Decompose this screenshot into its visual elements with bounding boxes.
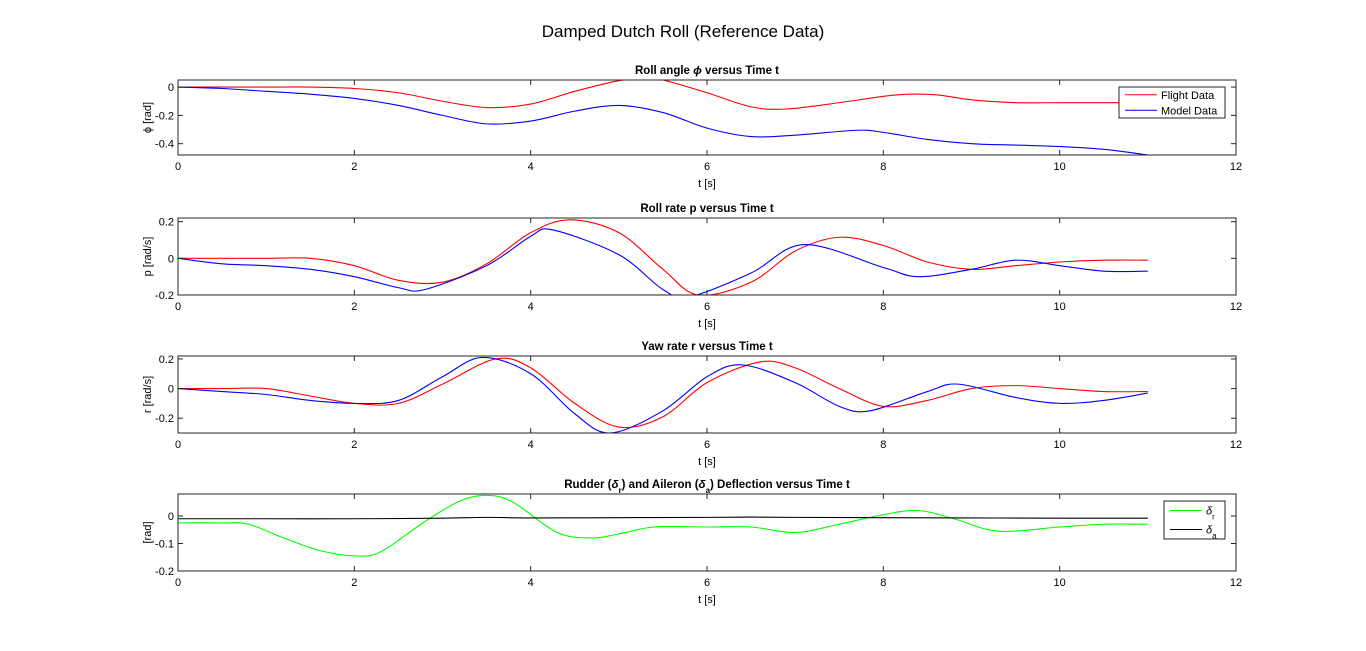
legend-box — [1163, 500, 1226, 540]
x-tick-label: 0 — [175, 577, 181, 589]
y-tick-label: 0 — [168, 253, 174, 265]
x-tick-label: 0 — [175, 439, 181, 451]
series-line-0-0 — [178, 80, 1148, 110]
x-tick-label: 8 — [880, 301, 886, 313]
x-tick-label: 0 — [175, 161, 181, 173]
y-axis-label: p [rad/s] — [142, 237, 154, 277]
y-tick-label: 0.2 — [159, 217, 174, 229]
x-tick-label: 6 — [704, 161, 710, 173]
series-line-0-1 — [178, 86, 1148, 155]
legend-box — [1118, 86, 1226, 119]
x-tick-label: 10 — [1054, 577, 1066, 589]
y-tick-label: -0.2 — [155, 413, 174, 425]
x-tick-label: 2 — [351, 439, 357, 451]
y-axis-label: ϕ [rad] — [142, 102, 154, 133]
x-axis-label: t [s] — [698, 318, 716, 330]
series-line-3-0 — [178, 494, 1148, 557]
legend-label: δr — [1206, 506, 1215, 522]
subplot-title: Yaw rate r versus Time t — [641, 341, 773, 353]
subplot-roll-rate: Roll rate p versus Time t 0 2 4 6 8 10 120.20-… — [142, 203, 1242, 330]
subplot-title: Rudder (δr) and Aileron (δa) Deflection … — [564, 479, 850, 495]
series-line-2-1 — [178, 356, 1148, 433]
y-axis-label: r [rad/s] — [142, 376, 154, 413]
subplot-deflection: Rudder (δr) and Aileron (δa) Deflection … — [142, 479, 1242, 606]
x-tick-label: 8 — [880, 161, 886, 173]
x-axis-label: t [s] — [698, 594, 716, 606]
x-tick-label: 6 — [704, 577, 710, 589]
x-tick-label: 10 — [1054, 161, 1066, 173]
legend-label: δa — [1206, 525, 1217, 541]
series-line-1-1 — [178, 228, 1148, 295]
y-tick-label: -0.2 — [155, 110, 174, 122]
x-tick-label: 8 — [880, 577, 886, 589]
x-tick-label: 12 — [1230, 161, 1242, 173]
y-tick-label: 0.2 — [159, 354, 174, 366]
axes-box — [177, 493, 1237, 572]
subplot-title: Roll rate p versus Time t — [640, 203, 774, 215]
figure-title: Damped Dutch Roll (Reference Data) — [542, 22, 825, 41]
y-tick-label: -0.2 — [155, 290, 174, 302]
series-line-3-1 — [178, 516, 1148, 520]
subplot-title: Roll angle ϕ versus Time t — [635, 65, 779, 77]
x-tick-label: 6 — [704, 301, 710, 313]
x-tick-label: 4 — [528, 577, 534, 589]
x-tick-label: 4 — [528, 439, 534, 451]
series-line-2-0 — [178, 357, 1148, 429]
legend-label: Flight Data — [1161, 90, 1215, 102]
subplot-roll-angle: Roll angle ϕ versus Time t 0 2 4 6 8 10 120-0.… — [142, 65, 1242, 190]
legend: Flight Data Model Data — [1118, 86, 1226, 119]
y-tick-label: -0.2 — [155, 566, 174, 578]
subplot-yaw-rate: Yaw rate r versus Time t 0 2 4 6 8 10 12 0.2 0 -0… — [142, 341, 1242, 468]
axes-box — [177, 217, 1237, 296]
x-tick-label: 12 — [1230, 439, 1242, 451]
y-tick-label: -0.4 — [155, 139, 174, 151]
x-tick-label: 4 — [528, 161, 534, 173]
x-tick-label: 10 — [1054, 301, 1066, 313]
y-tick-label: 0 — [168, 384, 174, 396]
x-tick-label: 12 — [1230, 301, 1242, 313]
legend: δr δa — [1163, 500, 1226, 541]
legend-label: Model Data — [1161, 105, 1218, 117]
series-line-1-0 — [178, 219, 1148, 295]
x-tick-label: 6 — [704, 439, 710, 451]
y-tick-label: 0 — [168, 82, 174, 94]
x-tick-label: 10 — [1054, 439, 1066, 451]
y-axis-label: [rad] — [142, 521, 154, 543]
axes-box — [177, 79, 1237, 156]
x-axis-label: t [s] — [698, 456, 716, 468]
x-tick-label: 12 — [1230, 577, 1242, 589]
x-tick-label: 0 — [175, 301, 181, 313]
x-tick-label: 4 — [528, 301, 534, 313]
x-tick-label: 2 — [351, 301, 357, 313]
y-tick-label: -0.1 — [155, 539, 174, 551]
x-axis-label: t [s] — [698, 178, 716, 190]
axes-box — [177, 355, 1237, 434]
x-tick-label: 8 — [880, 439, 886, 451]
x-tick-label: 2 — [351, 161, 357, 173]
x-tick-label: 2 — [351, 577, 357, 589]
y-tick-label: 0 — [168, 511, 174, 523]
